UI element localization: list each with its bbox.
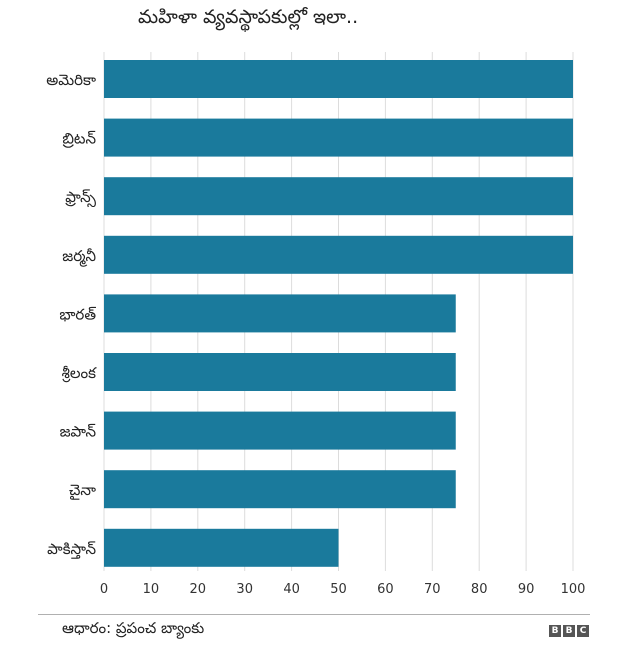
x-tick-label: 10 [143,582,160,597]
bar [104,353,456,391]
category-label: జర్మనీ [62,247,96,267]
category-label: జపాన్ [60,423,96,441]
bbc-logo-letter: B [563,625,575,637]
x-tick-label: 70 [424,582,441,597]
bar [104,470,456,509]
bbc-logo: B B C [549,625,589,637]
category-label: బ్రిటన్ [62,130,96,149]
category-label: అమెరికా [46,71,96,89]
bar [104,411,456,450]
x-tick-label: 80 [471,582,488,597]
bar [104,118,573,157]
footer-divider [38,614,590,615]
x-tick-label: 30 [236,582,253,597]
x-tick-label: 100 [561,582,586,597]
bbc-logo-letter: C [577,625,589,637]
chart-title: మహిళా వ్యవస్థాపకుల్లో ఇలా.. [138,6,359,28]
x-tick-label: 60 [377,582,394,597]
category-label: శ్రీలంక [62,364,97,383]
x-tick-label: 90 [518,582,535,597]
x-tick-label: 20 [190,582,207,597]
bar-chart: అమెరికా బ్రిటన్ ఫ్రాన్స్ జర్మనీ భారత్ శ్రీలంక… [46,52,586,597]
x-tick-label: 50 [330,582,347,597]
bar [104,294,456,333]
x-tick-label: 0 [100,582,108,597]
source-note: ఆధారం: ప్రపంచ బ్యాంకు [62,619,205,637]
category-label: చైనా [69,481,96,500]
bar [104,60,573,98]
bbc-logo-letter: B [549,625,561,637]
bar [104,235,573,274]
category-label: పాకిస్తాన్ [47,540,96,559]
bar [104,177,573,216]
bar [104,528,339,567]
x-tick-label: 40 [283,582,300,597]
category-label: భారత్ [59,305,96,323]
category-label: ఫ్రాన్స్ [65,188,97,208]
